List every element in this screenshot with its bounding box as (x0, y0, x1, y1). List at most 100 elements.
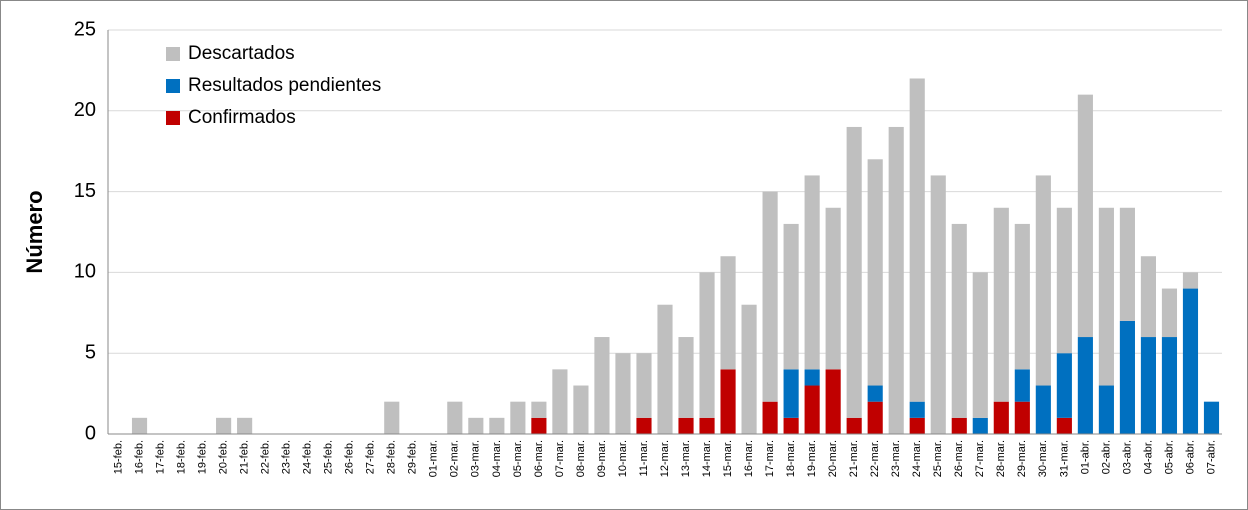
bar-segment (909, 401, 925, 418)
x-tick-label: 08-mar. (575, 440, 587, 477)
y-tick-label: 15 (74, 180, 96, 202)
y-tick-label: 10 (74, 261, 96, 283)
x-tick-label: 22-feb. (260, 440, 272, 474)
bar-segment (510, 401, 526, 434)
bar-segment (783, 369, 799, 418)
x-tick-label: 19-mar. (806, 440, 818, 477)
x-tick-label: 27-mar. (974, 440, 986, 477)
bar-segment (1077, 94, 1093, 338)
x-tick-label: 26-feb. (344, 440, 356, 474)
y-tick-label: 20 (74, 99, 96, 121)
x-tick-label: 31-mar. (1058, 440, 1070, 477)
bar-segment (678, 417, 694, 434)
x-tick-label: 29-mar. (1016, 440, 1028, 477)
x-tick-label: 09-mar. (596, 440, 608, 477)
x-tick-label: 25-mar. (932, 440, 944, 477)
x-tick-label: 03-abr. (1121, 440, 1133, 474)
bar-segment (447, 401, 463, 434)
y-tick-label: 0 (85, 422, 96, 444)
bar-segment (930, 175, 946, 434)
bar-segment (1056, 207, 1072, 354)
x-tick-label: 13-mar. (680, 440, 692, 477)
x-tick-label: 04-abr. (1142, 440, 1154, 474)
bar-segment (972, 417, 988, 434)
bar-segment (804, 175, 820, 370)
x-tick-label: 15-feb. (112, 440, 124, 474)
legend-swatch (166, 47, 180, 61)
bar-segment (131, 417, 148, 434)
bar-segment (699, 272, 715, 418)
x-tick-label: 10-mar. (617, 440, 629, 477)
bar-segment (888, 126, 904, 435)
bar-segment (468, 417, 484, 434)
bar-segment (804, 385, 820, 434)
bar-segment (720, 369, 736, 434)
x-tick-label: 14-mar. (701, 440, 713, 477)
x-tick-label: 21-feb. (239, 440, 251, 474)
y-axis-label: Número (22, 190, 47, 273)
x-tick-label: 05-abr. (1163, 440, 1175, 474)
x-tick-label: 29-feb. (407, 440, 419, 474)
bar-segment (867, 401, 883, 434)
bar-segment (678, 337, 694, 418)
bar-segment (1161, 337, 1178, 434)
bar-segment (993, 207, 1009, 402)
x-tick-label: 20-feb. (218, 440, 230, 474)
bar-segment (636, 417, 652, 434)
bar-segment (720, 256, 736, 370)
bar-segment (1098, 385, 1114, 434)
x-tick-label: 16-mar. (743, 440, 755, 477)
bar-segment (1182, 288, 1199, 434)
bar-segment (1077, 337, 1093, 434)
bar-segment (783, 223, 799, 370)
bar-segment (531, 417, 547, 434)
bar-segment (1182, 272, 1199, 289)
bar-segment (1035, 385, 1051, 434)
x-tick-label: 17-mar. (764, 440, 776, 477)
x-tick-label: 23-mar. (890, 440, 902, 477)
x-tick-label: 26-mar. (953, 440, 965, 477)
x-tick-label: 15-mar. (722, 440, 734, 477)
bar-segment (846, 126, 862, 418)
legend-label: Confirmados (188, 107, 296, 128)
x-tick-label: 28-mar. (995, 440, 1007, 477)
x-tick-label: 17-feb. (154, 440, 166, 474)
bar-segment (909, 78, 925, 402)
bar-segment (594, 337, 610, 434)
bar-segment (237, 417, 253, 434)
bar-segment (1161, 288, 1178, 338)
bar-segment (489, 417, 505, 434)
bar-segment (531, 401, 547, 418)
bar-segment (783, 417, 799, 434)
x-tick-label: 07-mar. (554, 440, 566, 477)
x-tick-label: 16-feb. (133, 440, 145, 474)
bar-segment (1119, 207, 1135, 321)
bar-segment (1035, 175, 1051, 386)
bar-segment (657, 304, 673, 434)
y-tick-label: 5 (85, 341, 96, 363)
x-tick-label: 20-mar. (827, 440, 839, 477)
x-tick-label: 01-mar. (428, 440, 440, 477)
bar-segment (867, 385, 883, 402)
bar-segment (384, 401, 400, 434)
bar-segment (1056, 417, 1072, 434)
x-tick-label: 24-mar. (911, 440, 923, 477)
bar-segment (573, 385, 589, 434)
x-tick-label: 05-mar. (512, 440, 524, 477)
bar-segment (972, 272, 988, 418)
x-tick-label: 19-feb. (196, 440, 208, 474)
x-tick-label: 02-abr. (1100, 440, 1112, 474)
bar-segment (636, 353, 652, 418)
x-tick-label: 24-feb. (302, 440, 314, 474)
bar-segment (951, 417, 967, 434)
bar-segment (741, 304, 757, 434)
bar-segment (951, 223, 967, 418)
bar-segment (825, 207, 841, 370)
bar-segment (846, 417, 862, 434)
bar-segment (1140, 256, 1157, 338)
bar-segment (825, 369, 841, 434)
bar-segment (1056, 353, 1072, 418)
bar-segment (1140, 337, 1157, 434)
x-tick-label: 18-feb. (175, 440, 187, 474)
